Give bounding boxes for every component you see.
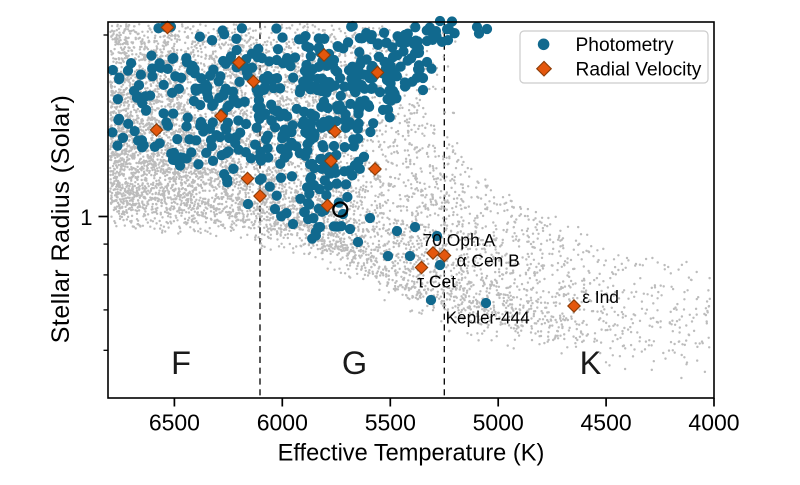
- svg-text:Stellar Radius (Solar): Stellar Radius (Solar): [47, 95, 75, 344]
- svg-text:Kepler-444: Kepler-444: [446, 307, 531, 327]
- svg-text:Photometry: Photometry: [576, 35, 675, 56]
- svg-text:6000: 6000: [257, 410, 308, 436]
- svg-text:5500: 5500: [365, 410, 416, 436]
- svg-text:α Cen B: α Cen B: [457, 251, 520, 271]
- svg-text:G: G: [342, 345, 367, 381]
- svg-text:4500: 4500: [581, 410, 632, 436]
- svg-text:6500: 6500: [149, 410, 200, 436]
- svg-text:70 Oph A: 70 Oph A: [423, 230, 496, 250]
- svg-text:Radial Velocity: Radial Velocity: [576, 59, 702, 80]
- svg-text:Effective Temperature (K): Effective Temperature (K): [278, 441, 545, 467]
- svg-text:5000: 5000: [473, 410, 524, 436]
- svg-text:F: F: [171, 345, 191, 381]
- svg-text:τ Cet: τ Cet: [417, 271, 456, 291]
- svg-text:1: 1: [80, 205, 92, 230]
- svg-text:ε Ind: ε Ind: [582, 287, 619, 307]
- svg-text:K: K: [580, 345, 602, 381]
- svg-text:4000: 4000: [688, 410, 739, 436]
